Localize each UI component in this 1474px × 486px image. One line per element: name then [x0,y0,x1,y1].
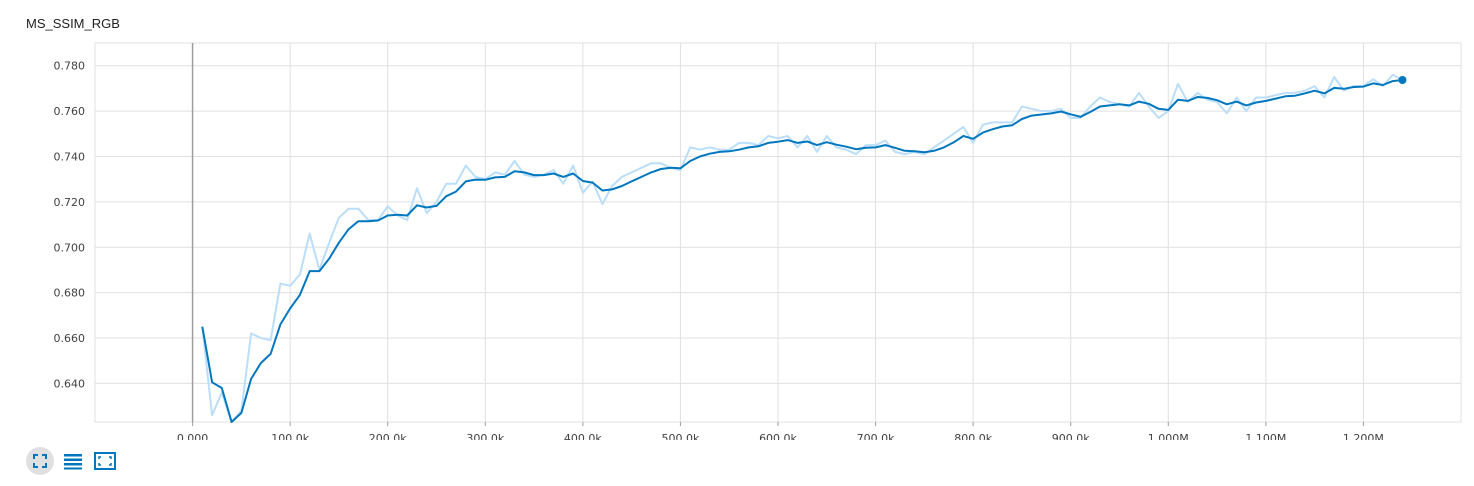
x-tick-label: 900.0k [1052,432,1090,440]
fit-domain-button[interactable] [26,447,54,475]
x-tick-label: 1.100M [1245,432,1286,440]
last-point-marker [1398,75,1407,84]
y-tick-label: 0.720 [54,196,86,209]
x-tick-label: 200.0k [369,432,407,440]
chart-title: MS_SSIM_RGB [26,16,120,31]
y-tick-label: 0.780 [54,60,86,73]
x-tick-label: 1.200M [1343,432,1384,440]
expand-chart-icon [94,452,116,470]
y-tick-label: 0.700 [54,241,86,254]
plot-area [201,73,1407,423]
expand-chart-button[interactable] [91,447,119,475]
y-tick-label: 0.760 [54,105,86,118]
smoothed-series-line [201,79,1403,423]
y-tick-label: 0.660 [54,332,86,345]
y-tick-label: 0.640 [54,377,86,390]
x-tick-label: 700.0k [857,432,895,440]
x-axis: 0.000 100.0k 200.0k 300.0k 400.0k 500.0k 600.0… [177,422,1384,440]
x-tick-label: 800.0k [954,432,992,440]
x-tick-label: 300.0k [466,432,504,440]
x-tick-label: 100.0k [271,432,309,440]
toggle-log-scale-icon [64,454,82,470]
fit-domain-icon [33,454,47,468]
y-tick-label: 0.740 [54,150,86,163]
raw-series-line [201,73,1403,423]
chart-grid [94,42,1462,423]
x-tick-label: 500.0k [661,432,699,440]
x-tick-label: 1.000M [1148,432,1189,440]
y-axis: 0.640 0.660 0.680 0.700 0.720 0.740 0.760 0.780 [54,60,86,391]
toggle-log-scale-button[interactable] [59,447,87,475]
y-tick-label: 0.680 [54,287,86,300]
x-tick-label: 400.0k [564,432,602,440]
x-tick-label: 0.000 [177,432,209,440]
line-chart[interactable]: 0.000 100.0k 200.0k 300.0k 400.0k 500.0k 600.0… [0,0,1474,440]
x-tick-label: 600.0k [759,432,797,440]
